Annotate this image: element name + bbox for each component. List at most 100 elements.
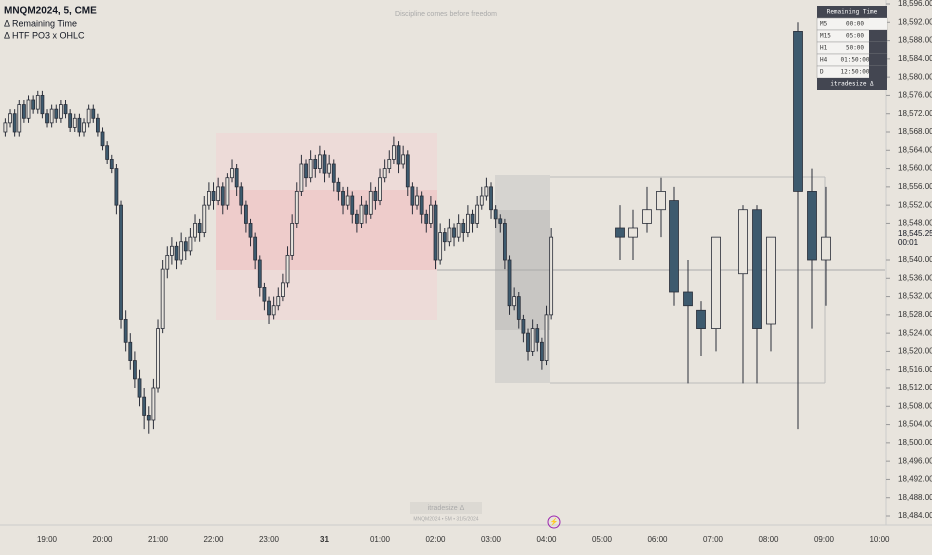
x-tick-label: 04:00 bbox=[536, 535, 557, 544]
candle-body bbox=[345, 195, 350, 206]
candle-body bbox=[35, 95, 40, 110]
candle-body bbox=[105, 145, 110, 160]
htf-candle-body bbox=[696, 309, 706, 329]
candle-body bbox=[396, 145, 401, 165]
y-tick-label: 18,580.00 bbox=[898, 72, 932, 81]
candle-body bbox=[3, 122, 8, 133]
candle-body bbox=[535, 328, 540, 343]
candle-body bbox=[424, 213, 429, 224]
lightning-icon[interactable] bbox=[547, 515, 561, 529]
candle-body bbox=[257, 259, 262, 288]
candle-body bbox=[100, 131, 105, 147]
candle-body bbox=[447, 227, 452, 243]
x-tick-label: 31 bbox=[320, 535, 329, 544]
y-tick-label: 18,584.00 bbox=[898, 54, 932, 63]
candle-body bbox=[419, 195, 424, 215]
y-tick-label: 18,528.00 bbox=[898, 310, 932, 319]
y-tick-label: 18,492.00 bbox=[898, 475, 932, 484]
candle-body bbox=[271, 305, 276, 316]
candle-body bbox=[456, 223, 461, 238]
candle-body bbox=[225, 177, 230, 206]
x-tick-label: 10:00 bbox=[869, 535, 890, 544]
candle-body bbox=[96, 117, 100, 133]
candle-body bbox=[479, 195, 484, 206]
candle-body bbox=[442, 232, 447, 243]
candle-body bbox=[179, 241, 184, 261]
x-tick-label: 09:00 bbox=[814, 535, 835, 544]
htf-candle-body bbox=[752, 209, 762, 329]
table-cell: H4 bbox=[820, 57, 828, 64]
candle-body bbox=[299, 163, 304, 192]
candle-body bbox=[77, 117, 82, 133]
y-tick-label: 18,536.00 bbox=[898, 273, 932, 282]
y-tick-label: 18,496.00 bbox=[898, 456, 932, 465]
x-tick-label: 23:00 bbox=[259, 535, 280, 544]
candle-body bbox=[216, 186, 221, 201]
candle-body bbox=[49, 108, 54, 124]
candle-body bbox=[489, 186, 493, 211]
y-tick-label: 18,540.00 bbox=[898, 255, 932, 264]
candle-body bbox=[433, 204, 438, 261]
table-header-bg bbox=[817, 6, 887, 18]
candle-body bbox=[21, 104, 26, 119]
footer-info: MNQM2024 • 5M • 31/5/2024 bbox=[413, 516, 478, 522]
watermark: Discipline comes before freedom bbox=[395, 11, 497, 18]
candle-body bbox=[428, 204, 433, 224]
htf-candle-body bbox=[683, 291, 693, 307]
y-tick-label: 18,520.00 bbox=[898, 347, 932, 356]
candle-body bbox=[484, 186, 489, 197]
candle-body bbox=[285, 255, 290, 284]
candle-body bbox=[197, 223, 202, 233]
x-tick-label: 22:00 bbox=[203, 535, 224, 544]
footer-brand: itradesize Δ bbox=[428, 505, 465, 512]
table-cell: D bbox=[820, 69, 824, 76]
candle-body bbox=[26, 99, 31, 119]
x-tick-label: 05:00 bbox=[592, 535, 613, 544]
y-tick-label: 18,556.00 bbox=[898, 182, 932, 191]
candle-body bbox=[202, 204, 207, 233]
y-tick-label: 18,548.00 bbox=[898, 219, 932, 228]
candle-body bbox=[114, 168, 119, 206]
candle-body bbox=[59, 104, 63, 119]
candle-body bbox=[493, 209, 498, 220]
lightning-glyph: ⚡ bbox=[550, 517, 559, 526]
table-cell: M5 bbox=[820, 21, 828, 28]
y-tick-label: 18,488.00 bbox=[898, 493, 932, 502]
candle-body bbox=[512, 296, 517, 307]
candle-body bbox=[382, 168, 387, 179]
candle-body bbox=[17, 104, 22, 133]
candle-body bbox=[45, 113, 49, 124]
candle-body bbox=[322, 154, 327, 174]
candle-body bbox=[165, 255, 170, 270]
candle-body bbox=[327, 163, 332, 174]
table-progress bbox=[869, 42, 887, 54]
x-tick-label: 07:00 bbox=[703, 535, 724, 544]
table-progress bbox=[869, 30, 887, 42]
htf-candle-body bbox=[821, 236, 831, 261]
candle-body bbox=[415, 195, 419, 206]
candle-body bbox=[387, 159, 392, 169]
indicator-label: Δ HTF PO3 x OHLC bbox=[4, 30, 85, 40]
htf-candle-body bbox=[669, 200, 679, 293]
y-tick-label: 18,596.00 bbox=[898, 0, 932, 8]
htf-candle-body bbox=[642, 209, 652, 224]
candle-body bbox=[526, 332, 530, 352]
candle-body bbox=[119, 204, 123, 320]
table-footer-bg bbox=[817, 78, 887, 90]
candle-body bbox=[123, 319, 128, 343]
candle-body bbox=[239, 186, 244, 206]
candle-body bbox=[91, 108, 96, 119]
htf-candle-body bbox=[711, 236, 721, 329]
candle-body bbox=[253, 236, 258, 261]
table-cell: 12:50:00 bbox=[841, 69, 870, 76]
candle-body bbox=[294, 191, 299, 224]
htf-candle-body bbox=[615, 227, 625, 238]
y-tick-label: 18,484.00 bbox=[898, 511, 932, 520]
y-tick-label: 18,516.00 bbox=[898, 365, 932, 374]
indicator-label: Δ Remaining Time bbox=[4, 18, 77, 28]
table-cell: 50:00 bbox=[846, 45, 864, 52]
candle-body bbox=[410, 186, 415, 206]
candle-body bbox=[132, 360, 137, 380]
